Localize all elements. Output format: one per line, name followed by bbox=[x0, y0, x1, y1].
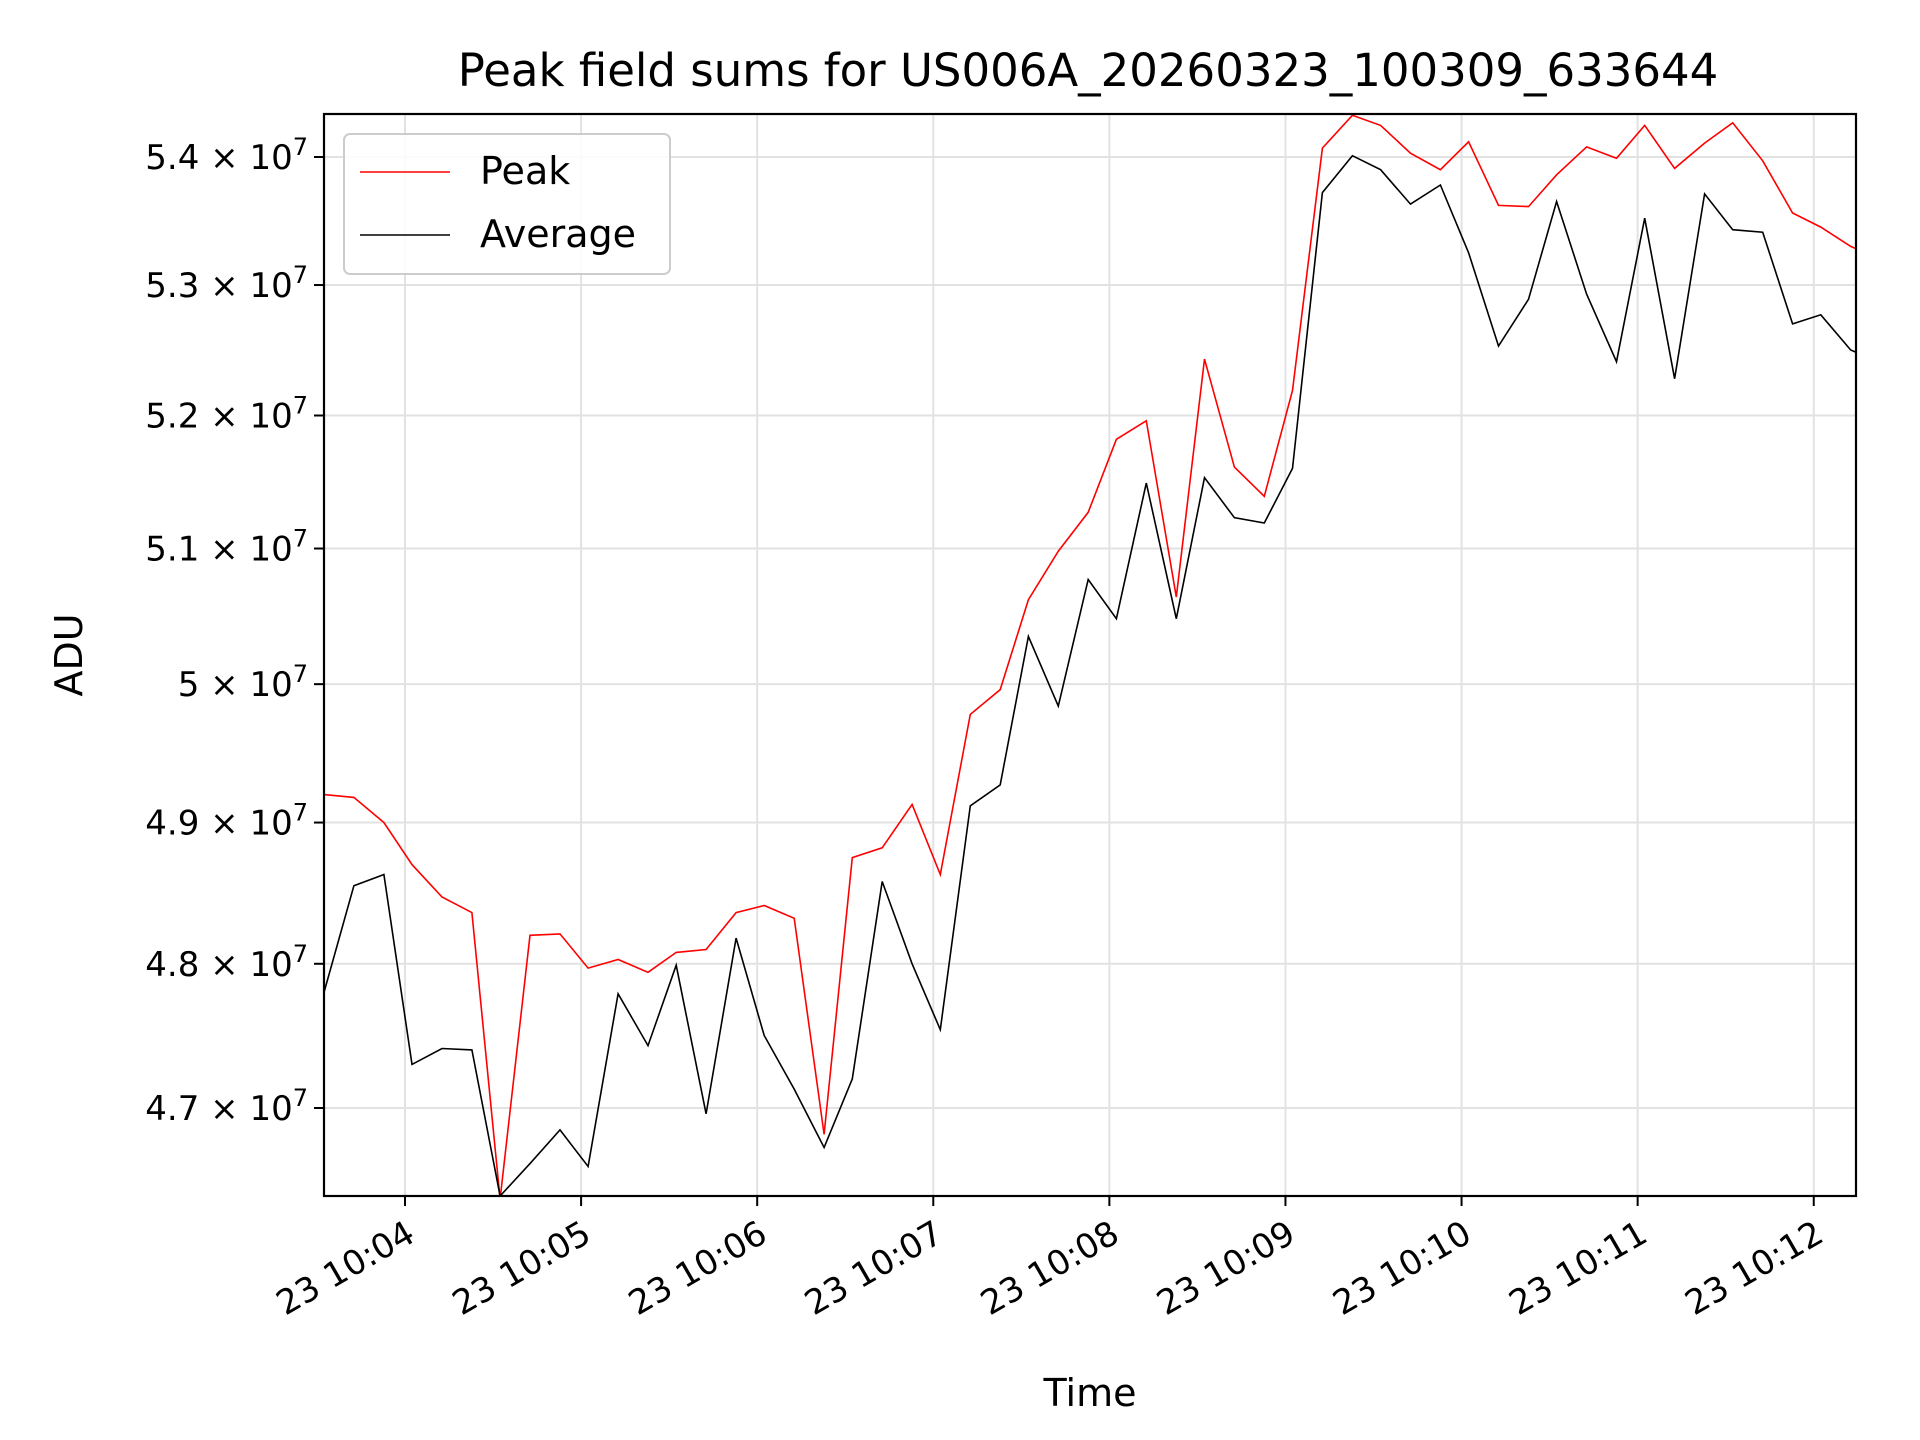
y-tick-mantissa: 5.2 × 10 bbox=[145, 397, 292, 437]
chart-title: Peak field sums for US006A_20260323_1003… bbox=[458, 44, 1719, 97]
y-tick-exponent: 7 bbox=[293, 799, 308, 827]
legend-peak-label: Peak bbox=[480, 149, 570, 193]
x-axis: 23 10:04 23 10:05 23 10:06 23 10:07 23 10:08… bbox=[270, 1196, 1830, 1324]
y-tick-label: 5 × 107 bbox=[178, 660, 308, 705]
x-tick-label: 23 10:09 bbox=[1150, 1213, 1302, 1324]
plot-frame bbox=[322, 112, 1858, 1198]
y-tick-exponent: 7 bbox=[293, 1084, 308, 1112]
x-axis-label: Time bbox=[1043, 1371, 1137, 1415]
x-tick-label: 23 10:11 bbox=[1502, 1213, 1654, 1324]
y-tick-label: 5.1 × 107 bbox=[145, 525, 308, 570]
x-tick-label: 23 10:06 bbox=[622, 1213, 774, 1324]
y-tick-mantissa: 4.9 × 10 bbox=[145, 804, 292, 844]
series-line-average bbox=[324, 154, 1856, 1196]
grid bbox=[324, 114, 1856, 1196]
y-tick-mantissa: 4.7 × 10 bbox=[145, 1089, 292, 1129]
y-tick-label: 5.4 × 107 bbox=[145, 133, 308, 178]
x-tick-label: 23 10:05 bbox=[446, 1213, 598, 1324]
y-tick-label: 4.7 × 107 bbox=[145, 1084, 308, 1129]
y-tick-mantissa: 5 × 10 bbox=[178, 665, 293, 705]
y-tick-exponent: 7 bbox=[293, 133, 308, 161]
y-tick-mantissa: 5.1 × 10 bbox=[145, 530, 292, 570]
series-line-peak bbox=[324, 114, 1856, 1196]
y-tick-exponent: 7 bbox=[293, 525, 308, 553]
y-tick-exponent: 7 bbox=[293, 261, 308, 289]
y-tick-exponent: 7 bbox=[293, 940, 308, 968]
x-tick-label: 23 10:10 bbox=[1326, 1213, 1478, 1324]
y-tick-exponent: 7 bbox=[293, 392, 308, 420]
y-axis-label: ADU bbox=[47, 613, 91, 696]
x-tick-label: 23 10:04 bbox=[270, 1213, 422, 1324]
x-tick-label: 23 10:12 bbox=[1679, 1213, 1831, 1324]
x-tick-label: 23 10:08 bbox=[974, 1213, 1126, 1324]
y-tick-label: 4.8 × 107 bbox=[145, 940, 308, 985]
y-tick-exponent: 7 bbox=[293, 660, 308, 688]
x-tick-label: 23 10:07 bbox=[798, 1213, 950, 1324]
y-tick-label: 5.3 × 107 bbox=[145, 261, 308, 306]
series-layer bbox=[324, 114, 1856, 1196]
y-tick-label: 5.2 × 107 bbox=[145, 392, 308, 437]
y-tick-label: 4.9 × 107 bbox=[145, 799, 308, 844]
legend-box bbox=[343, 133, 671, 275]
y-tick-mantissa: 4.8 × 10 bbox=[145, 945, 292, 985]
legend: Peak Average bbox=[343, 133, 671, 275]
y-tick-mantissa: 5.3 × 10 bbox=[145, 266, 292, 306]
y-tick-mantissa: 5.4 × 10 bbox=[145, 138, 292, 178]
legend-average-label: Average bbox=[480, 212, 636, 256]
